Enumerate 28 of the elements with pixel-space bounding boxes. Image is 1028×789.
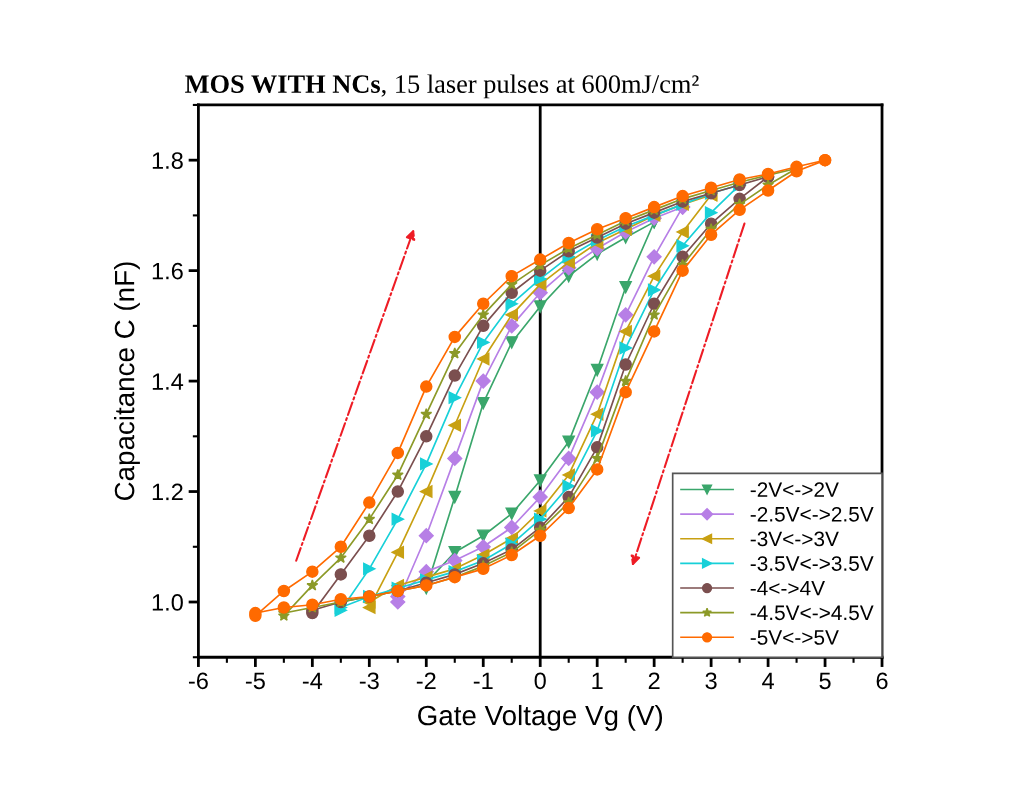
x-tick-label: 1 bbox=[592, 672, 603, 689]
y-tick-label: 1.4 bbox=[152, 373, 184, 390]
x-tick-label: 6 bbox=[876, 672, 888, 690]
legend-label: -2.5V<->2.5V bbox=[750, 506, 874, 522]
x-tick-label: 4 bbox=[762, 672, 774, 689]
x-tick-label: -6 bbox=[188, 672, 208, 690]
y-tick-label: 1.2 bbox=[152, 483, 183, 501]
x-tick-label: 0 bbox=[534, 672, 546, 690]
y-axis-title: Capacitance C (nF) bbox=[114, 262, 140, 501]
legend-label: -3V<->3V bbox=[750, 531, 839, 547]
x-axis-title: Gate Voltage Vg (V) bbox=[418, 704, 663, 731]
chart-title: MOS WITH NCs, 15 laser pulses at 600mJ/cm² bbox=[185, 74, 699, 99]
x-tick-label: -1 bbox=[473, 672, 493, 689]
y-tick-label: 1.6 bbox=[152, 262, 183, 280]
legend-label: -4.5V<->4.5V bbox=[750, 605, 874, 621]
x-tick-label: 5 bbox=[819, 672, 831, 690]
legend-label: -2V<->2V bbox=[750, 482, 839, 497]
legend-label: -5V<->5V bbox=[750, 630, 839, 645]
legend-label: -4<->4V bbox=[750, 580, 825, 596]
y-tick-label: 1.0 bbox=[152, 594, 183, 611]
x-tick-label: 2 bbox=[648, 672, 660, 689]
y-tick-label: 1.8 bbox=[152, 152, 183, 169]
x-tick-label: -4 bbox=[302, 672, 323, 689]
x-tick-label: -2 bbox=[416, 672, 436, 689]
x-tick-label: -5 bbox=[245, 672, 265, 690]
legend-label: -3.5V<->3.5V bbox=[750, 556, 874, 571]
x-tick-label: -3 bbox=[359, 672, 379, 690]
x-tick-label: 3 bbox=[705, 672, 717, 690]
